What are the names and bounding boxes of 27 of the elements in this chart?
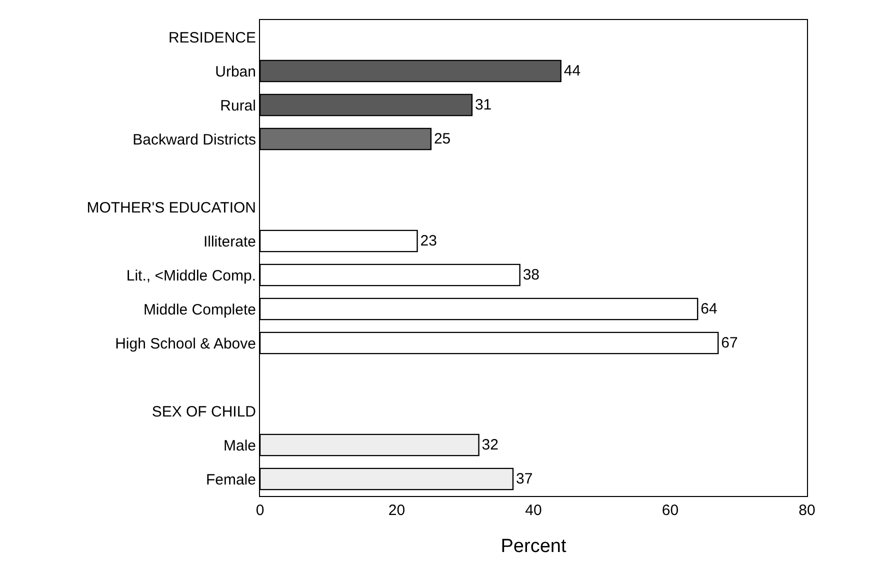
data-label: 64 [700, 300, 718, 318]
x-axis-title: Percent [500, 536, 567, 557]
x-tick-label: 20 [388, 502, 406, 519]
x-tick-label: 80 [798, 502, 816, 519]
y-tick-label: RESIDENCE [168, 29, 256, 46]
y-tick-label: Illiterate [203, 233, 256, 250]
y-tick-label: Urban [215, 63, 256, 80]
data-label: 38 [522, 266, 540, 284]
data-label: 25 [434, 130, 451, 148]
data-label: 23 [420, 232, 437, 250]
y-tick-label: Male [223, 437, 256, 454]
x-tick-label: 60 [662, 502, 679, 519]
data-label: 44 [564, 62, 581, 80]
y-tick-label: SEX OF CHILD [152, 403, 256, 420]
y-tick-label: Lit., <Middle Comp. [126, 267, 256, 284]
data-label: 37 [516, 470, 533, 488]
y-tick-label: High School & Above [115, 335, 256, 352]
data-label: 31 [474, 96, 492, 114]
x-tick-label: 0 [256, 502, 264, 519]
y-tick-label: Female [206, 471, 256, 488]
y-tick-label: MOTHER'S EDUCATION [86, 199, 256, 216]
data-label: 67 [721, 334, 738, 352]
y-tick-label: Middle Complete [143, 301, 256, 318]
y-tick-label: Backward Districts [132, 131, 256, 148]
x-tick-label: 40 [525, 502, 542, 519]
data-label: 32 [482, 436, 498, 454]
y-tick-label: Rural [220, 97, 256, 114]
